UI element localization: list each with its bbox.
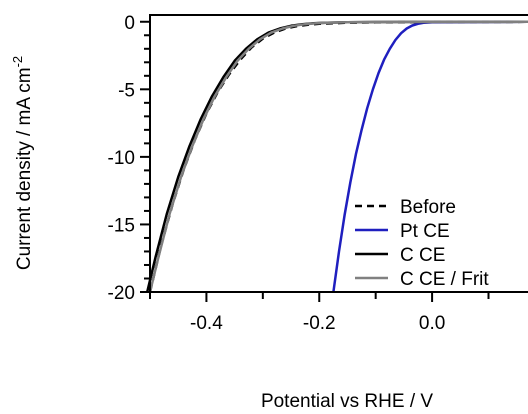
y-axis-ticks: 0 -5 -10 -15 -20	[108, 13, 150, 304]
legend-label: C CE	[400, 245, 445, 266]
series-line-c-ce	[145, 20, 528, 293]
y-axis-label: Current density / mA cm-2	[10, 56, 35, 270]
legend-label: C CE / Frit	[400, 269, 489, 290]
legend-label: Pt CE	[400, 221, 450, 242]
x-axis-label: Potential vs RHE / V	[261, 391, 433, 412]
y-axis-label-superscript: -2	[10, 56, 25, 68]
series-line-c-ce-frit	[148, 20, 528, 293]
y-tick-label: -20	[108, 283, 135, 304]
y-tick-label: -15	[108, 215, 135, 236]
x-tick-label: 0.0	[419, 313, 445, 334]
x-tick-label: -0.2	[303, 313, 336, 334]
y-tick-label: -10	[108, 148, 135, 169]
x-tick-label: -0.4	[190, 313, 223, 334]
legend: Before Pt CE C CE C CE / Frit	[355, 197, 489, 290]
legend-label: Before	[400, 197, 456, 218]
y-tick-label: -5	[118, 80, 135, 101]
y-tick-label: 0	[124, 13, 135, 34]
plot-frame	[149, 14, 528, 293]
x-axis-ticks: -0.4 -0.2 0.0	[149, 292, 490, 334]
curves-layer	[145, 20, 528, 293]
series-line-pt-ce	[332, 20, 528, 293]
y-axis-label-main: Current density / mA cm	[14, 67, 35, 270]
